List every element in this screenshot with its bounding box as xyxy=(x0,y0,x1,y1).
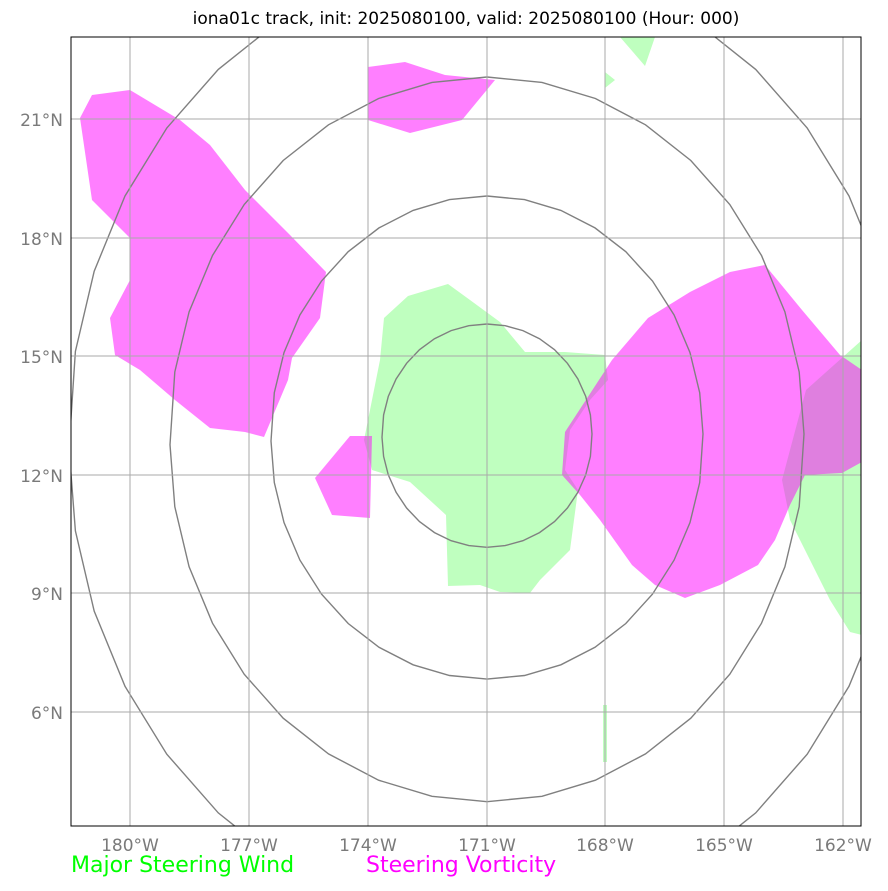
legend-steering-vorticity-label: Steering Vorticity xyxy=(366,853,557,878)
lon-tick-label: 177°W xyxy=(220,836,278,856)
lon-tick-label: 171°W xyxy=(458,836,516,856)
plot-frame xyxy=(70,36,862,827)
steering-vorticity-layer xyxy=(80,62,861,598)
legend-steering-wind-label: Major Steering Wind xyxy=(71,853,295,878)
map-plot-area xyxy=(71,37,861,826)
lat-tick-label: 9°N xyxy=(31,585,63,605)
steering-wind-region xyxy=(620,37,655,66)
lon-tick-label: 180°W xyxy=(101,836,159,856)
longitude-tick-labels: 180°W 177°W 174°W 171°W 168°W 165°W 162°… xyxy=(101,836,872,856)
lat-tick-label: 18°N xyxy=(20,230,63,250)
steering-vorticity-region xyxy=(315,436,372,518)
legend-steering-wind: Major Steering Wind xyxy=(71,853,294,878)
lon-tick-label: 165°W xyxy=(695,836,753,856)
steering-wind-region xyxy=(605,72,615,88)
lat-tick-label: 6°N xyxy=(31,704,63,724)
range-ring xyxy=(71,37,861,826)
map-title: iona01c track, init: 2025080100, valid: … xyxy=(192,9,740,29)
latitude-tick-labels: 21°N 18°N 15°N 12°N 9°N 6°N xyxy=(20,111,63,724)
lat-tick-label: 12°N xyxy=(20,467,63,487)
lon-tick-label: 174°W xyxy=(339,836,397,856)
legend-steering-vorticity: Steering Vorticity xyxy=(366,853,556,878)
lat-tick-label: 15°N xyxy=(20,348,63,368)
steering-vorticity-region xyxy=(80,90,326,437)
lon-tick-label: 162°W xyxy=(814,836,872,856)
lat-tick-label: 21°N xyxy=(20,111,63,131)
steering-vorticity-region xyxy=(368,62,495,133)
gridlines xyxy=(71,37,861,826)
steering-vorticity-region xyxy=(562,265,861,598)
steering-wind-region xyxy=(364,284,608,593)
lon-tick-label: 168°W xyxy=(576,836,634,856)
